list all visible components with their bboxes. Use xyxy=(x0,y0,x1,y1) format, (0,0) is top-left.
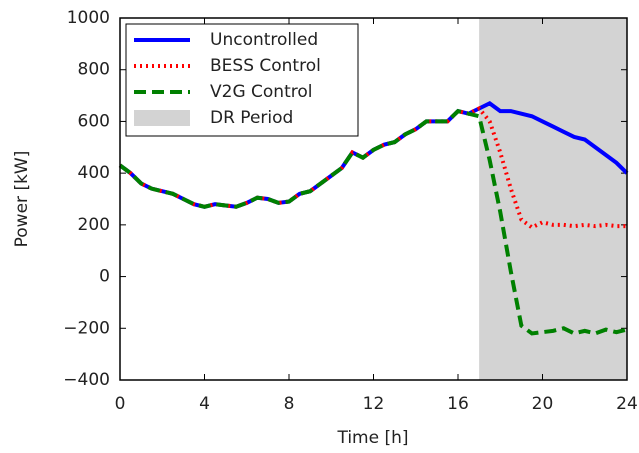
y-axis-label: Power [kW] xyxy=(12,151,32,248)
legend-swatch xyxy=(134,110,190,126)
y-tick-label: 1000 xyxy=(67,8,110,28)
legend-label: V2G Control xyxy=(210,82,312,102)
legend-label: BESS Control xyxy=(210,56,321,76)
x-tick-label: 24 xyxy=(616,394,638,414)
plot-frame xyxy=(119,17,628,381)
legend-label: DR Period xyxy=(210,108,293,128)
x-tick-label: 12 xyxy=(363,394,385,414)
legend-label: Uncontrolled xyxy=(210,30,318,50)
shaded-region xyxy=(479,18,627,380)
x-tick-label: 0 xyxy=(115,394,126,414)
x-axis-label: Time [h] xyxy=(336,428,408,448)
y-tick-label: 600 xyxy=(78,111,110,131)
x-tick-label: 8 xyxy=(284,394,295,414)
y-tick-label: −400 xyxy=(63,370,110,390)
y-tick-label: −200 xyxy=(63,318,110,338)
y-tick-label: 800 xyxy=(78,60,110,80)
y-tick-label: 0 xyxy=(99,267,110,287)
data-line xyxy=(118,108,628,336)
y-tick-label: 400 xyxy=(78,163,110,183)
x-tick-label: 16 xyxy=(447,394,469,414)
y-tick-label: 200 xyxy=(78,215,110,235)
x-tick-label: 4 xyxy=(199,394,210,414)
x-tick-label: 20 xyxy=(532,394,554,414)
